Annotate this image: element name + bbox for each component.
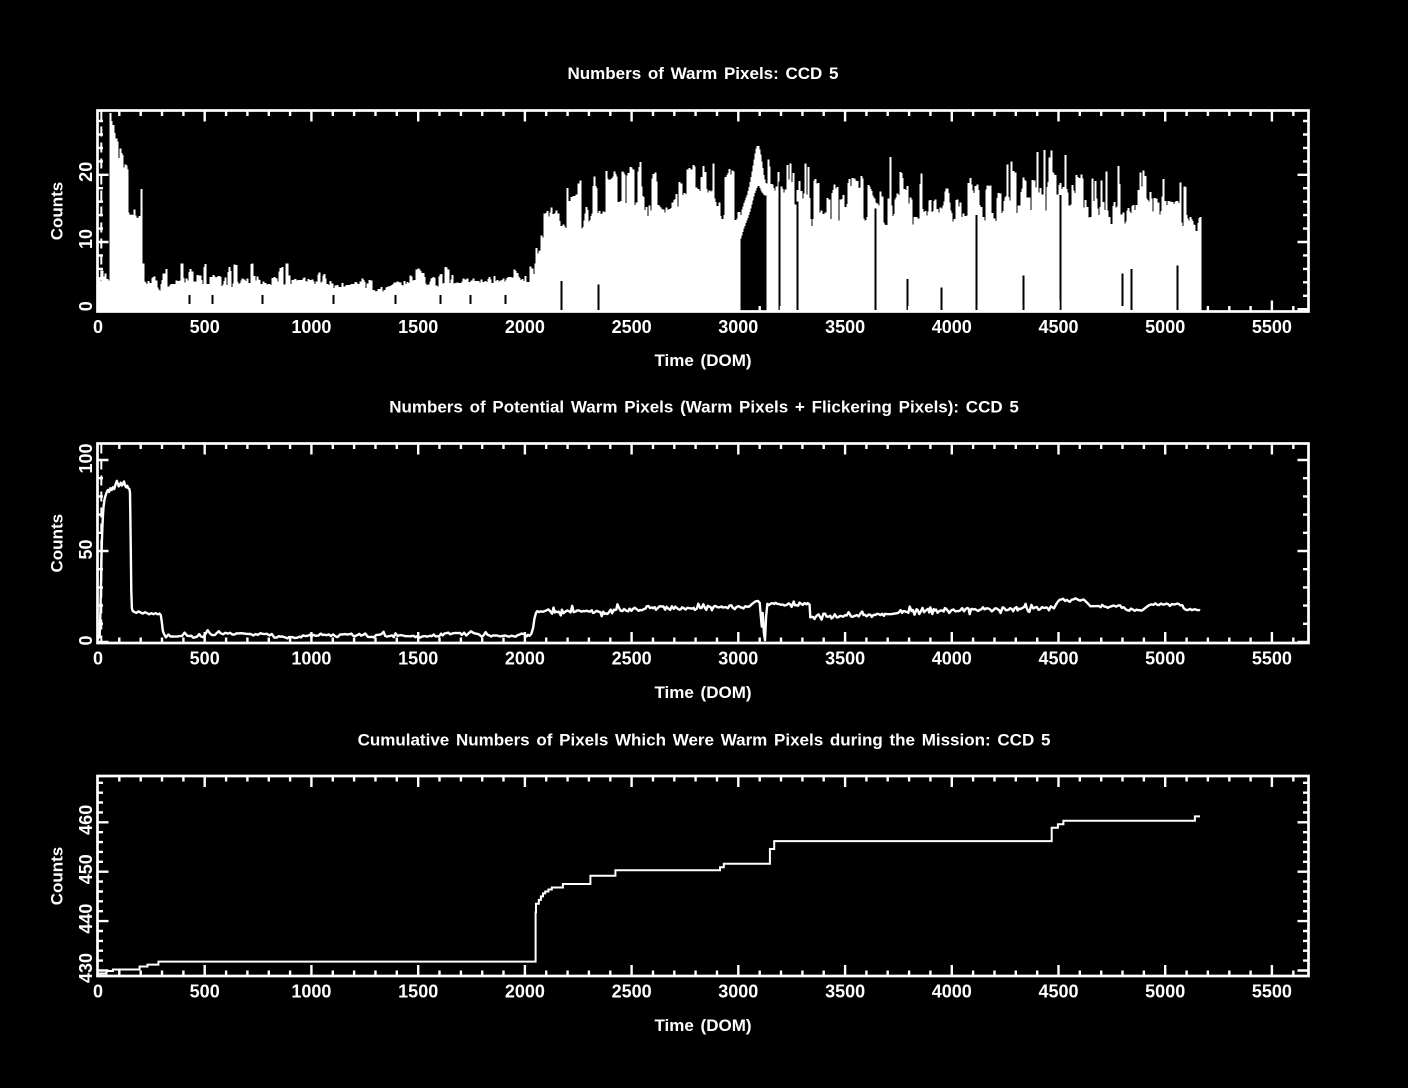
svg-text:2500: 2500 (612, 649, 652, 669)
svg-text:Numbers of Potential Warm Pixe: Numbers of Potential Warm Pixels (Warm P… (389, 398, 1019, 417)
svg-text:Time (DOM): Time (DOM) (654, 1016, 751, 1035)
svg-text:Cumulative Numbers of Pixels W: Cumulative Numbers of Pixels Which Were … (358, 731, 1051, 750)
svg-text:1500: 1500 (398, 982, 438, 1002)
svg-text:2000: 2000 (505, 649, 545, 669)
svg-text:0: 0 (93, 317, 103, 337)
svg-text:0: 0 (93, 982, 103, 1002)
svg-text:1500: 1500 (398, 649, 438, 669)
svg-text:1000: 1000 (291, 317, 331, 337)
svg-text:4000: 4000 (932, 982, 972, 1002)
svg-text:5000: 5000 (1145, 982, 1185, 1002)
svg-text:0: 0 (76, 635, 96, 645)
svg-text:1000: 1000 (291, 649, 331, 669)
svg-text:4500: 4500 (1038, 982, 1078, 1002)
svg-text:3000: 3000 (718, 982, 758, 1002)
svg-text:Time (DOM): Time (DOM) (654, 683, 751, 702)
svg-text:Time (DOM): Time (DOM) (654, 351, 751, 370)
svg-text:1500: 1500 (398, 317, 438, 337)
svg-text:0: 0 (76, 301, 96, 311)
svg-text:3000: 3000 (718, 649, 758, 669)
svg-text:440: 440 (76, 904, 96, 934)
svg-text:5500: 5500 (1252, 317, 1292, 337)
svg-text:2500: 2500 (612, 982, 652, 1002)
svg-text:500: 500 (190, 649, 220, 669)
svg-text:100: 100 (76, 443, 96, 473)
svg-text:2000: 2000 (505, 317, 545, 337)
svg-text:20: 20 (76, 162, 96, 182)
svg-text:50: 50 (76, 539, 96, 559)
svg-text:500: 500 (190, 317, 220, 337)
svg-text:5500: 5500 (1252, 649, 1292, 669)
svg-text:5500: 5500 (1252, 982, 1292, 1002)
svg-text:450: 450 (76, 854, 96, 884)
svg-text:4500: 4500 (1038, 317, 1078, 337)
svg-text:430: 430 (76, 953, 96, 983)
svg-text:4000: 4000 (932, 317, 972, 337)
svg-text:Counts: Counts (48, 847, 67, 906)
svg-text:5000: 5000 (1145, 649, 1185, 669)
svg-text:0: 0 (93, 649, 103, 669)
svg-text:Counts: Counts (48, 182, 67, 241)
svg-text:1000: 1000 (291, 982, 331, 1002)
svg-text:3500: 3500 (825, 649, 865, 669)
svg-text:10: 10 (76, 229, 96, 249)
svg-text:3500: 3500 (825, 982, 865, 1002)
svg-text:3500: 3500 (825, 317, 865, 337)
svg-text:Numbers of Warm Pixels: CCD 5: Numbers of Warm Pixels: CCD 5 (567, 64, 838, 83)
svg-text:5000: 5000 (1145, 317, 1185, 337)
svg-text:3000: 3000 (718, 317, 758, 337)
svg-text:460: 460 (76, 805, 96, 835)
svg-text:2500: 2500 (612, 317, 652, 337)
svg-text:500: 500 (190, 982, 220, 1002)
svg-text:Counts: Counts (48, 514, 67, 573)
svg-text:4000: 4000 (932, 649, 972, 669)
svg-text:2000: 2000 (505, 982, 545, 1002)
svg-text:4500: 4500 (1038, 649, 1078, 669)
